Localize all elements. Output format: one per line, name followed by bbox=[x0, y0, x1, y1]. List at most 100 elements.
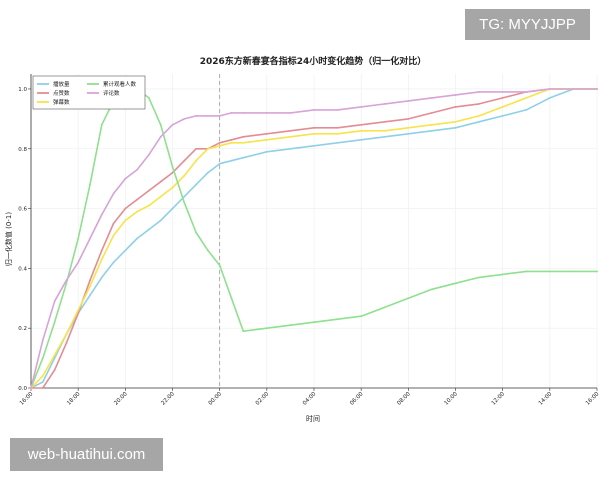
data-point bbox=[501, 273, 504, 276]
data-point bbox=[218, 162, 221, 165]
data-point bbox=[100, 213, 103, 216]
y-tick-label: 0.8 bbox=[18, 147, 27, 153]
data-point bbox=[525, 108, 528, 111]
data-point bbox=[112, 192, 115, 195]
data-point bbox=[407, 297, 410, 300]
data-point bbox=[41, 381, 44, 383]
y-tick-label: 0.0 bbox=[18, 386, 27, 392]
data-point bbox=[30, 387, 32, 389]
data-point bbox=[313, 108, 315, 111]
data-point bbox=[100, 249, 103, 252]
data-point bbox=[501, 114, 504, 117]
data-point bbox=[431, 97, 433, 99]
data-point bbox=[501, 91, 504, 93]
data-point bbox=[77, 309, 80, 312]
series-line bbox=[30, 88, 598, 389]
data-point bbox=[218, 144, 221, 147]
data-point bbox=[478, 120, 480, 123]
data-point bbox=[454, 282, 457, 285]
data-point bbox=[53, 321, 56, 324]
data-point bbox=[89, 285, 91, 288]
data-point bbox=[89, 279, 91, 282]
y-axis-label: 归一化数值 (0-1) bbox=[4, 212, 13, 266]
data-point bbox=[183, 159, 186, 162]
data-point bbox=[525, 91, 528, 93]
data-point bbox=[242, 141, 245, 144]
data-point bbox=[206, 147, 209, 150]
data-point bbox=[124, 207, 127, 210]
data-point bbox=[124, 177, 127, 180]
data-point bbox=[289, 129, 292, 132]
data-point bbox=[136, 168, 139, 171]
data-point bbox=[171, 186, 174, 189]
data-point bbox=[183, 174, 186, 177]
data-point bbox=[501, 105, 504, 108]
x-tick-label: 06:00 bbox=[349, 391, 365, 407]
data-point bbox=[313, 132, 315, 135]
x-tick-label: 16:00 bbox=[585, 391, 600, 407]
data-point bbox=[454, 94, 457, 96]
data-point bbox=[548, 88, 551, 90]
data-point bbox=[53, 369, 56, 371]
data-point bbox=[41, 357, 44, 359]
axes: 16:00 18:00 20:00 22:00 00:00 02:00 04:00 06:00… bbox=[18, 74, 600, 407]
data-point bbox=[159, 123, 162, 126]
data-point bbox=[596, 88, 598, 90]
data-point bbox=[53, 357, 56, 359]
data-point bbox=[183, 195, 186, 198]
data-point bbox=[171, 171, 174, 174]
data-point bbox=[454, 105, 457, 108]
data-point bbox=[454, 126, 457, 129]
data-point bbox=[136, 237, 139, 240]
data-point bbox=[478, 91, 480, 93]
x-tick-label: 22:00 bbox=[160, 391, 176, 407]
y-tick-label: 0.2 bbox=[18, 326, 27, 332]
x-tick-label: 00:00 bbox=[208, 391, 224, 407]
watermark-top-right: TG: MYYJJPP bbox=[465, 9, 590, 40]
x-tick-label: 08:00 bbox=[396, 391, 412, 407]
data-point bbox=[112, 234, 115, 237]
legend-label: 评论数 bbox=[103, 89, 120, 97]
data-point bbox=[336, 132, 339, 135]
data-point bbox=[478, 103, 480, 105]
data-point bbox=[383, 129, 386, 132]
data-point bbox=[289, 147, 292, 150]
x-axis-label: 时间 bbox=[306, 414, 320, 423]
data-point bbox=[242, 135, 245, 138]
data-point bbox=[65, 333, 68, 336]
data-point bbox=[206, 249, 209, 252]
data-point bbox=[230, 159, 233, 162]
data-point bbox=[289, 324, 292, 327]
data-point bbox=[383, 135, 386, 138]
data-point bbox=[230, 141, 233, 144]
data-point bbox=[41, 375, 44, 377]
x-tick-label: 18:00 bbox=[66, 391, 82, 407]
data-point bbox=[230, 297, 233, 300]
data-point bbox=[336, 108, 339, 111]
data-point bbox=[360, 129, 363, 132]
data-point bbox=[112, 261, 115, 264]
data-point bbox=[159, 195, 162, 198]
data-point bbox=[218, 264, 221, 267]
data-point bbox=[289, 111, 292, 114]
x-tick-label: 16:00 bbox=[19, 391, 35, 407]
data-point bbox=[41, 387, 44, 389]
legend-label: 累计观看人数 bbox=[103, 80, 137, 88]
data-point bbox=[265, 132, 268, 135]
data-point bbox=[148, 153, 150, 156]
data-point bbox=[136, 210, 139, 213]
data-point bbox=[100, 276, 103, 279]
data-point bbox=[230, 138, 233, 141]
data-point bbox=[112, 222, 115, 225]
x-tick-label: 20:00 bbox=[113, 391, 129, 407]
data-point bbox=[242, 111, 245, 114]
data-point bbox=[407, 132, 410, 135]
legend-label: 播放量 bbox=[53, 80, 70, 88]
series-line bbox=[30, 88, 598, 389]
series-3 bbox=[30, 88, 598, 389]
data-point bbox=[159, 219, 162, 222]
series-line bbox=[30, 88, 598, 389]
data-point bbox=[383, 103, 386, 105]
data-point bbox=[195, 183, 197, 186]
data-point bbox=[525, 97, 528, 99]
